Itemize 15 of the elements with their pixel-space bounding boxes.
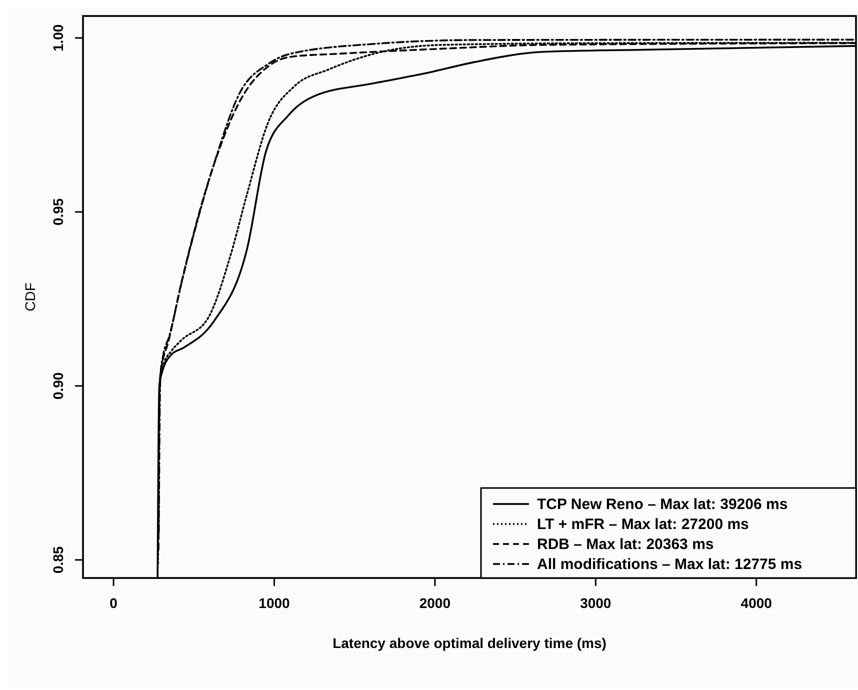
- legend-label: All modifications – Max lat: 12775 ms: [537, 556, 802, 573]
- x-tick-label: 0: [110, 595, 118, 611]
- legend-label: TCP New Reno – Max lat: 39206 ms: [537, 496, 788, 513]
- y-tick-label: 0.85: [50, 546, 66, 574]
- x-tick-label: 3000: [580, 595, 612, 611]
- x-tick-label: 2000: [419, 595, 451, 611]
- legend-label: RDB – Max lat: 20363 ms: [537, 536, 714, 553]
- x-axis-title: Latency above optimal delivery time (ms): [332, 635, 606, 651]
- y-tick-label: 0.90: [50, 372, 66, 400]
- y-axis-title: CDF: [22, 282, 38, 312]
- y-tick-label: 0.95: [50, 198, 66, 226]
- x-tick-label: 4000: [740, 595, 772, 611]
- legend-label: LT + mFR – Max lat: 27200 ms: [537, 516, 749, 533]
- x-tick-label: 1000: [258, 595, 290, 611]
- y-tick-label: 1.00: [50, 24, 66, 52]
